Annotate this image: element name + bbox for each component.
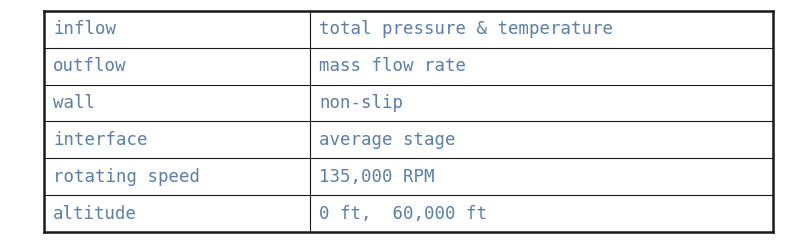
Text: mass flow rate: mass flow rate: [320, 57, 466, 75]
Text: rotating speed: rotating speed: [53, 168, 200, 186]
Text: 135,000 RPM: 135,000 RPM: [320, 168, 435, 186]
Text: wall: wall: [53, 94, 95, 112]
Text: altitude: altitude: [53, 205, 137, 223]
Text: interface: interface: [53, 131, 147, 149]
Text: outflow: outflow: [53, 57, 127, 75]
Text: total pressure & temperature: total pressure & temperature: [320, 20, 614, 38]
Text: 0 ft,  60,000 ft: 0 ft, 60,000 ft: [320, 205, 488, 223]
Text: inflow: inflow: [53, 20, 116, 38]
Text: non-slip: non-slip: [320, 94, 404, 112]
Text: average stage: average stage: [320, 131, 456, 149]
